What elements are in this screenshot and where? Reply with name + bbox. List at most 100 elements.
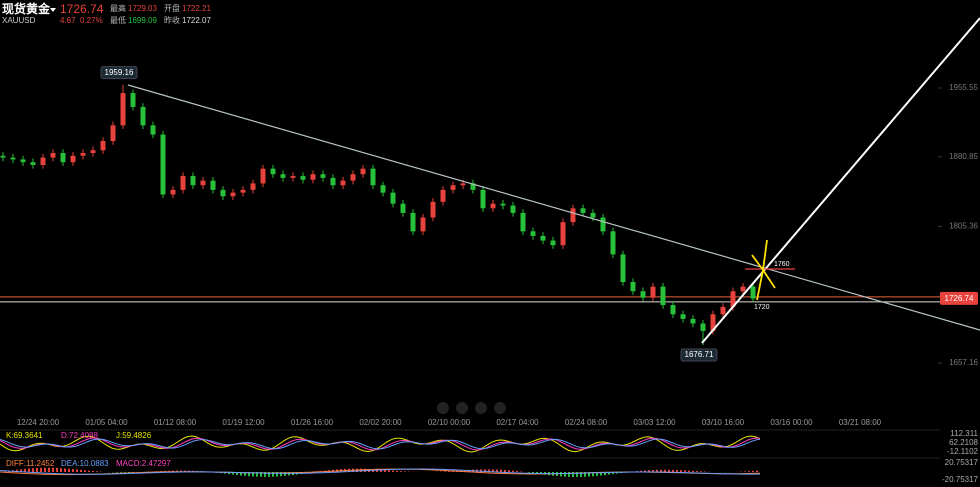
- candle-body: [280, 174, 286, 178]
- macd-bar: [284, 472, 286, 476]
- macd-bar: [488, 469, 490, 472]
- macd-bar: [528, 472, 530, 473]
- macd-bar: [584, 472, 586, 477]
- candle-body: [100, 141, 106, 151]
- annotation: 1760: [774, 261, 790, 268]
- macd-bar: [668, 469, 670, 472]
- indicator-label: DIFF:11.2452: [6, 459, 55, 468]
- price-tag-label: 1726.74: [945, 294, 974, 303]
- macd-bar: [24, 468, 26, 472]
- indicator-line: [0, 438, 761, 450]
- macd-bar: [664, 469, 666, 472]
- macd-bar: [252, 472, 254, 477]
- macd-bar: [400, 471, 402, 472]
- candle-body: [720, 306, 726, 315]
- candle-body: [330, 177, 336, 186]
- candle-body: [430, 201, 436, 218]
- macd-bar: [752, 470, 754, 472]
- macd-bar: [536, 472, 538, 474]
- indicator-axis-label: 112.311: [950, 429, 978, 438]
- macd-bar: [392, 470, 394, 472]
- macd-bar: [648, 470, 650, 472]
- candle-body: [540, 235, 546, 241]
- macd-bar: [604, 472, 606, 476]
- y-tick-label: 1657.16: [949, 358, 978, 367]
- macd-bar: [4, 471, 6, 472]
- macd-bar: [228, 472, 230, 475]
- x-tick-label: 03/16 00:00: [770, 418, 813, 427]
- indicator-axis-label: 20.75317: [945, 458, 979, 467]
- macd-bar: [76, 469, 78, 472]
- indicators: K:69.3641 D:72.4088 J:59.4826 DIFF:11.2452 D…: [0, 429, 979, 484]
- candle-body: [410, 212, 416, 232]
- macd-bar: [244, 472, 246, 476]
- candle-body: [480, 189, 486, 209]
- macd-bar: [572, 472, 574, 477]
- candle-body: [630, 282, 636, 292]
- indicator-label: K:69.3641: [6, 431, 43, 440]
- candle-body: [490, 203, 496, 209]
- candle-body: [150, 125, 156, 135]
- candle-body: [240, 189, 246, 193]
- macd-bar: [616, 472, 618, 474]
- playback-controls[interactable]: [437, 402, 506, 414]
- candle-body: [170, 189, 176, 195]
- x-tick-label: 01/12 08:00: [154, 418, 197, 427]
- macd-bar: [500, 469, 502, 472]
- price-tag: [940, 291, 978, 305]
- trend-line: [701, 17, 980, 344]
- dropdown-arrow[interactable]: [50, 8, 56, 12]
- stat-label: 最高: [110, 3, 126, 13]
- x-tick-label: 12/24 20:00: [17, 418, 60, 427]
- candle-body: [110, 125, 116, 142]
- x-tick-label: 01/19 12:00: [222, 418, 265, 427]
- button[interactable]: [437, 402, 449, 414]
- macd-bar: [36, 467, 38, 472]
- stat-label: 开盘: [164, 3, 180, 13]
- macd-bar: [248, 472, 250, 477]
- candle-body: [130, 93, 136, 107]
- macd-bar: [600, 472, 602, 476]
- macd-bar: [16, 469, 18, 472]
- stat-label: 昨收: [164, 15, 180, 25]
- button[interactable]: [456, 402, 468, 414]
- macd-bar: [644, 470, 646, 472]
- x-tick-label: 03/03 12:00: [633, 418, 676, 427]
- macd-bar: [560, 472, 562, 477]
- macd-bar: [20, 469, 22, 472]
- candle-body: [260, 168, 266, 184]
- instrument-name[interactable]: 现货黄金: [2, 1, 51, 16]
- macd-bar: [28, 468, 30, 472]
- button[interactable]: [494, 402, 506, 414]
- macd-bar: [404, 471, 406, 472]
- candle-body: [730, 291, 736, 307]
- indicator-axis-label: -12.1102: [947, 447, 979, 456]
- macd-bar: [60, 468, 62, 472]
- indicator-label: D:72.4088: [61, 431, 98, 440]
- macd-bar: [68, 468, 70, 472]
- y-tick-label: 1880.85: [949, 152, 978, 161]
- button[interactable]: [475, 402, 487, 414]
- macd-bar: [696, 471, 698, 472]
- plot: 1955.55 1880.85 1805.36 1657.16 1726.74 1959.…: [0, 66, 979, 367]
- macd-bar: [280, 472, 282, 477]
- candle-body: [320, 174, 326, 178]
- candle-body: [500, 203, 506, 206]
- candle-body: [80, 152, 86, 156]
- arrows: [751, 239, 776, 301]
- macd-bar: [224, 472, 226, 474]
- macd-bar: [448, 471, 450, 472]
- candle-body: [190, 176, 196, 186]
- macd-bar: [680, 470, 682, 472]
- candle-body: [10, 157, 16, 160]
- macd-bar: [120, 472, 122, 473]
- candle-body: [740, 286, 746, 292]
- candle-body: [600, 217, 606, 232]
- candle-body: [160, 134, 166, 195]
- macd-bar: [56, 467, 58, 472]
- macd-bar: [44, 467, 46, 472]
- macd-bar: [96, 471, 98, 472]
- candle-body: [350, 174, 356, 181]
- x-tick-label: 03/10 16:00: [702, 418, 745, 427]
